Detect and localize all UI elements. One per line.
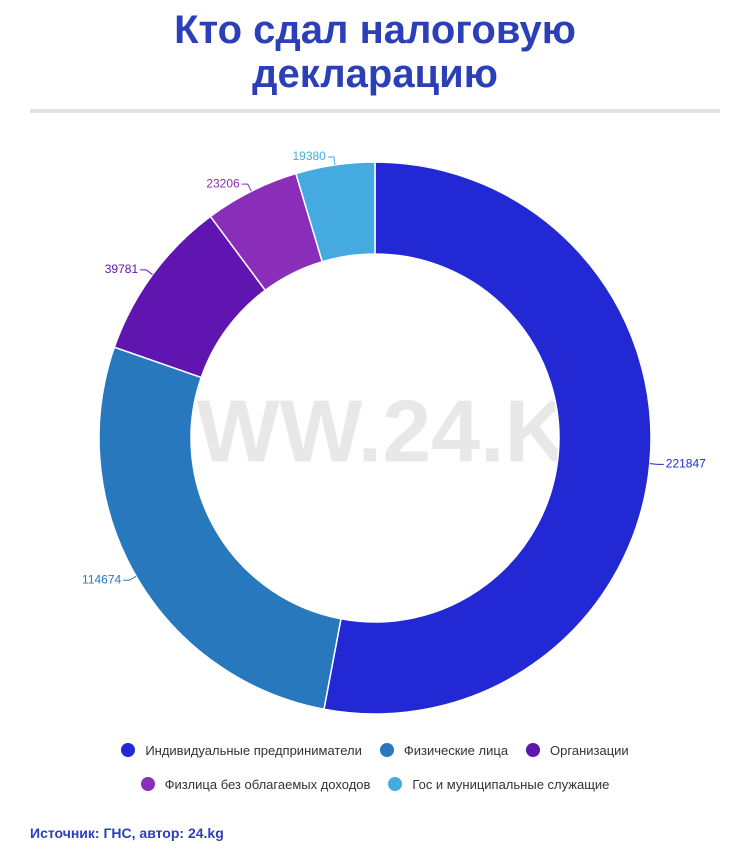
legend-item: Гос и муниципальные служащие: [388, 774, 609, 794]
chart-title: Кто сдал налоговую декларацию: [174, 8, 576, 96]
data-label: 19380: [292, 149, 326, 163]
donut-slice: [294, 161, 376, 263]
legend-label: Гос и муниципальные служащие: [412, 776, 610, 792]
data-label: 221847: [666, 457, 706, 471]
donut-slice: [323, 161, 652, 715]
legend-item: Физические лица: [379, 740, 509, 760]
legend-item: Организации: [526, 740, 629, 760]
legend-swatch: [526, 743, 541, 757]
data-label: 23206: [206, 176, 240, 190]
leader-line: [327, 156, 336, 165]
leader-line: [140, 269, 153, 275]
legend-item: Индивидуальные предприниматели: [121, 740, 362, 760]
leader-line: [123, 575, 137, 581]
legend-swatch: [379, 743, 394, 757]
chart: WWW.24.KG 221847 114674 39781 23206 19380: [82, 149, 706, 715]
leader-line: [649, 463, 664, 465]
legend-label: Организации: [550, 742, 629, 758]
source: Источник: ГНС, автор: 24.kg: [30, 825, 224, 841]
legend: Индивидуальные предприниматели Физические…: [105, 740, 645, 794]
legend-label: Индивидуальные предприниматели: [145, 742, 362, 758]
leader-line: [241, 183, 252, 192]
donut-slice: [98, 346, 342, 711]
legend-item: Физлица без облагаемых доходов: [140, 774, 371, 794]
legend-label: Физлица без облагаемых доходов: [164, 776, 371, 792]
data-label: 114674: [82, 572, 121, 586]
legend-swatch: [388, 777, 403, 791]
legend-swatch: [140, 777, 155, 791]
data-label: 39781: [105, 262, 139, 276]
watermark: WWW.24.KG: [113, 381, 636, 480]
legend-label: Физические лица: [403, 742, 509, 758]
divider: [30, 109, 720, 113]
legend-swatch: [121, 743, 136, 757]
